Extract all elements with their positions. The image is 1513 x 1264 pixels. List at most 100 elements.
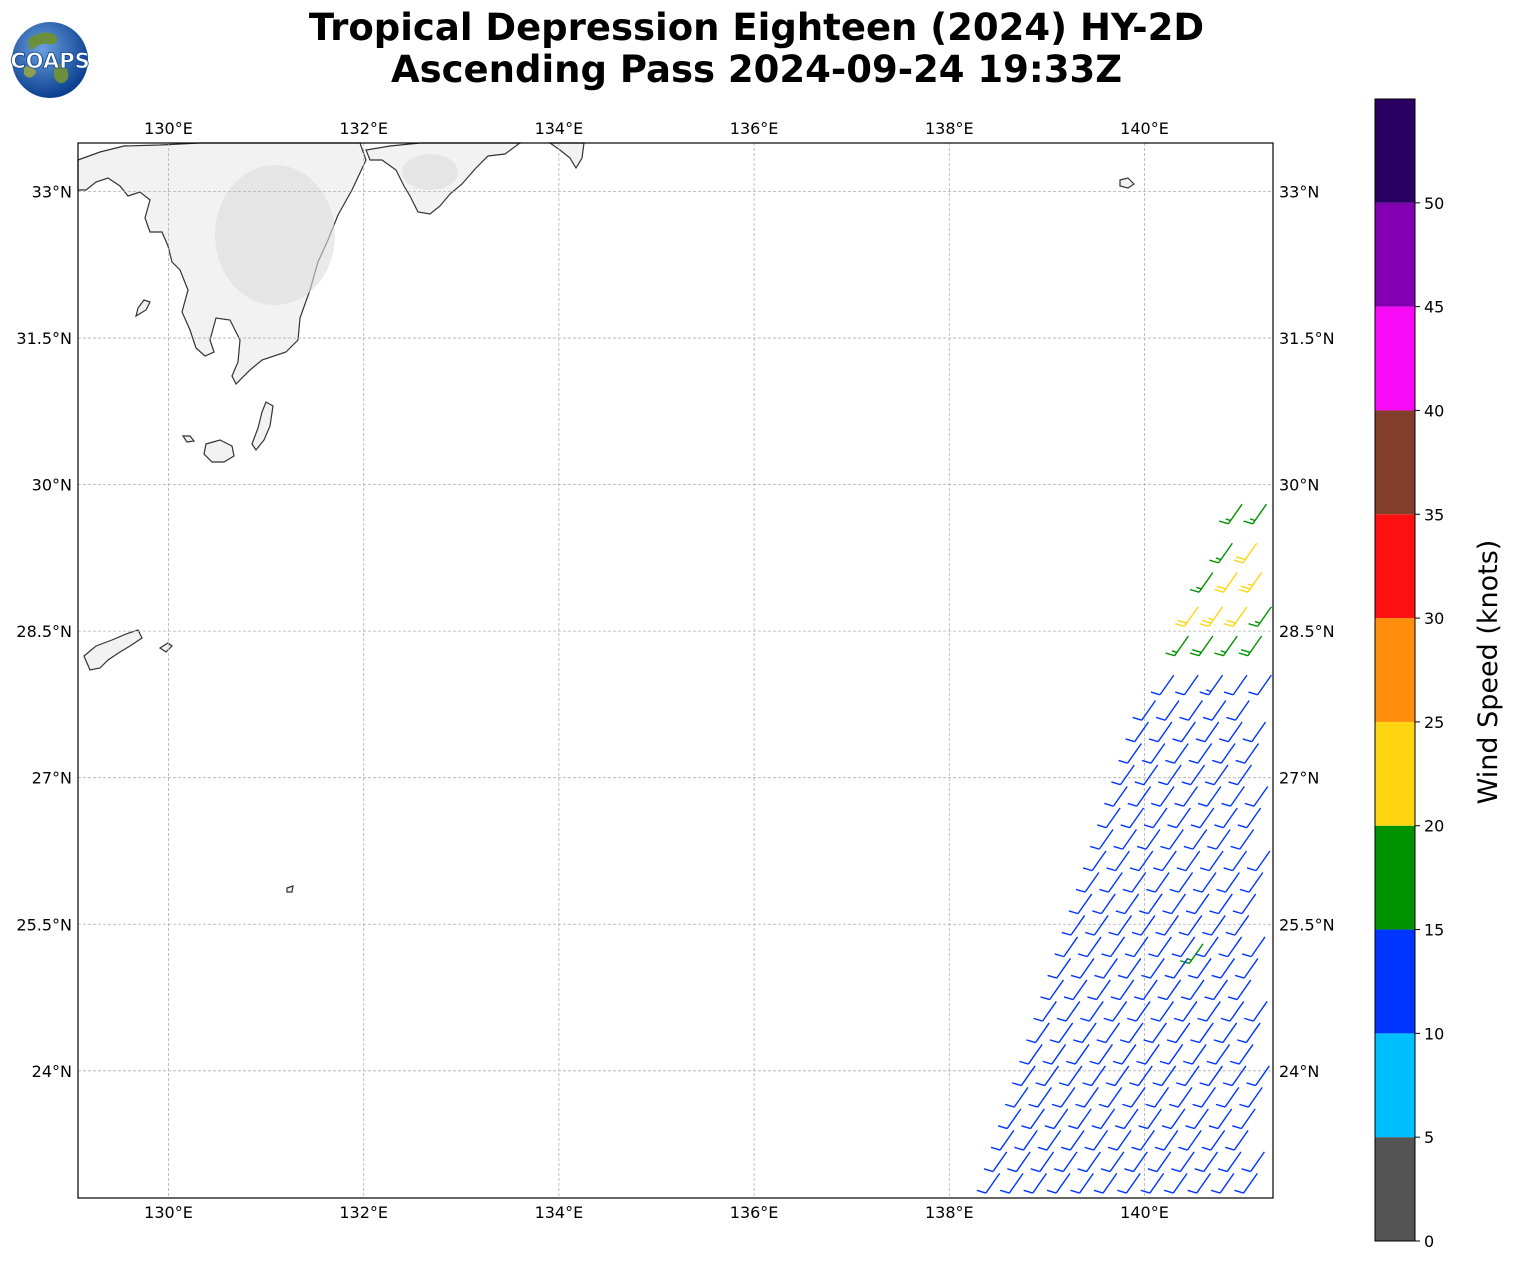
wind-barb	[1150, 1001, 1175, 1022]
wind-barb	[1187, 1172, 1212, 1194]
wind-barb	[1165, 743, 1189, 764]
colorbar-bin	[1375, 721, 1415, 826]
wind-barb	[1132, 700, 1157, 721]
colorbar-bin	[1375, 1033, 1415, 1138]
wind-barb	[1153, 850, 1177, 872]
lat-tick-label-left: 25.5°N	[16, 915, 72, 934]
lon-tick-label-top: 130°E	[144, 119, 193, 138]
wind-barb	[1246, 850, 1271, 872]
wind-barb	[1028, 1087, 1053, 1108]
wind-barb	[1183, 1044, 1207, 1065]
wind-barb	[1136, 1044, 1160, 1065]
wind-barb	[1044, 1108, 1069, 1130]
wind-barb	[1192, 872, 1217, 893]
wind-barb	[1219, 721, 1243, 743]
wind-barb	[1101, 936, 1126, 958]
wind-barb	[1167, 807, 1191, 829]
wind-barb	[1046, 1172, 1071, 1194]
wind-barb	[1194, 1151, 1219, 1173]
wind-barb	[1037, 1129, 1062, 1151]
wind-barb	[1091, 1108, 1116, 1130]
wind-barb	[1148, 721, 1173, 743]
wind-barb	[1168, 1087, 1193, 1108]
wind-barb	[1179, 700, 1203, 721]
wind-barb	[1112, 1044, 1137, 1065]
wind-barb	[1125, 721, 1150, 743]
gridlines	[78, 143, 1273, 1198]
wind-barb	[1023, 1172, 1048, 1194]
map-frame	[77, 142, 1274, 1199]
wind-barb	[1227, 979, 1252, 1001]
colorbar-tick-label: 30	[1424, 609, 1444, 628]
wind-barb	[1122, 1087, 1146, 1108]
wind-barb	[1070, 1172, 1094, 1194]
lat-tick-label-right: 24°N	[1279, 1062, 1319, 1081]
wind-barb	[1201, 1129, 1226, 1151]
wind-barb	[1140, 1172, 1165, 1194]
lon-tick-label-bottom: 134°E	[535, 1203, 584, 1222]
wind-barb	[1212, 743, 1236, 764]
colorbar-tick-label: 40	[1424, 401, 1444, 420]
wind-barb	[1218, 936, 1243, 958]
wind-barb	[1143, 807, 1168, 829]
wind-barb	[1248, 606, 1272, 628]
wind-barb	[1075, 1087, 1099, 1108]
wind-barb	[1094, 958, 1118, 979]
land-amami	[83, 629, 143, 671]
wind-barb	[1204, 764, 1229, 786]
wind-barb	[1004, 1087, 1029, 1108]
wind-barb	[1145, 1087, 1170, 1108]
wind-barbs	[976, 503, 1272, 1194]
wind-barb	[1174, 786, 1199, 807]
wind-barb	[1097, 807, 1121, 829]
wind-barb	[1244, 1001, 1268, 1022]
wind-barb	[1238, 635, 1263, 657]
wind-barb	[1242, 721, 1267, 743]
land-daito	[286, 885, 294, 893]
lon-tick-label-top: 138°E	[925, 119, 974, 138]
wind-barb	[1223, 674, 1248, 696]
wind-barb	[1238, 572, 1263, 593]
wind-barb	[1199, 1065, 1224, 1087]
wind-barb	[1012, 1065, 1036, 1087]
wind-barb	[1080, 1001, 1104, 1022]
wind-barb	[1225, 1129, 1249, 1151]
wind-barb	[1206, 1044, 1231, 1065]
wind-barb	[1233, 542, 1258, 564]
wind-barb	[1077, 1151, 1102, 1173]
wind-barb	[1134, 979, 1158, 1001]
colorbar-bin	[1375, 202, 1415, 307]
wind-barb	[1222, 1065, 1247, 1087]
wind-barb	[1199, 674, 1224, 696]
wind-barb	[1223, 606, 1248, 628]
lon-tick-label-top: 132°E	[339, 119, 388, 138]
wind-barb	[1241, 1151, 1265, 1173]
lat-tick-label-right: 30°N	[1279, 476, 1319, 495]
wind-barb	[1209, 542, 1233, 564]
wind-barb	[1127, 786, 1152, 807]
land-koshikijima	[135, 299, 151, 318]
colorbar-bin	[1375, 929, 1415, 1034]
colorbar-tick-label: 5	[1424, 1128, 1434, 1147]
wind-barb	[1189, 572, 1214, 593]
lon-tick-label-top: 134°E	[535, 119, 584, 138]
wind-barb	[1129, 850, 1154, 872]
wind-barb	[1190, 1022, 1214, 1044]
wind-barb	[1136, 829, 1161, 850]
wind-barb	[1188, 958, 1212, 979]
wind-barb	[990, 1129, 1015, 1151]
colorbar-bin	[1375, 825, 1415, 930]
wind-barb	[1113, 829, 1138, 850]
wind-barb	[1235, 743, 1260, 764]
wind-barb	[1181, 764, 1206, 786]
wind-barb	[1099, 872, 1123, 893]
wind-barb	[1209, 893, 1233, 915]
lat-tick-label-left: 27°N	[32, 769, 72, 788]
wind-barb	[1124, 936, 1149, 958]
wind-barb	[1054, 936, 1079, 958]
wind-barb	[1246, 1065, 1270, 1087]
wind-barb	[1058, 1065, 1083, 1087]
wind-barb	[1089, 829, 1114, 850]
wind-barb	[1234, 958, 1259, 979]
colorbar-label: Wind Speed (knots)	[1473, 540, 1504, 805]
